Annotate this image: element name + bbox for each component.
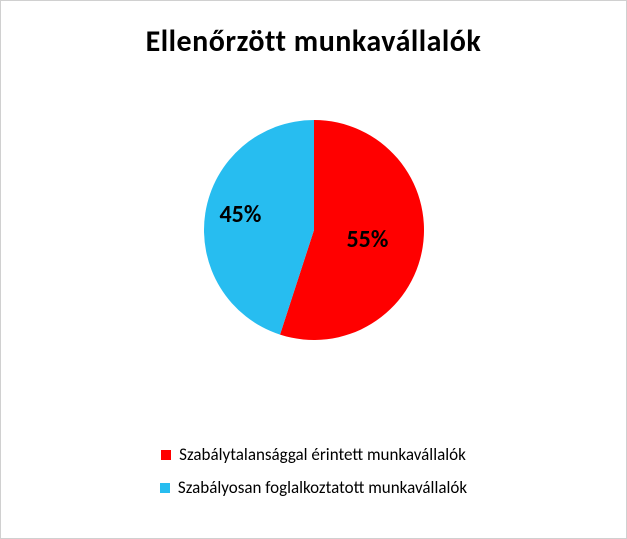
legend-swatch	[160, 483, 170, 493]
pie-datalabel: 55%	[347, 225, 389, 254]
chart-title: Ellenőrzött munkavállalók	[1, 1, 626, 70]
pie-datalabel: 45%	[220, 200, 262, 229]
pie-area: 55% 45%	[1, 120, 626, 340]
legend-label: Szabálytalansággal érintett munkavállaló…	[179, 444, 466, 465]
legend-item: Szabályosan foglalkoztatott munkavállaló…	[160, 477, 467, 498]
legend-item: Szabálytalansággal érintett munkavállaló…	[161, 444, 466, 465]
pie-chart-container: Ellenőrzött munkavállalók 55% 45% Szabály…	[0, 0, 627, 539]
pie-svg	[204, 120, 424, 340]
legend-label: Szabályosan foglalkoztatott munkavállaló…	[178, 477, 467, 498]
legend-swatch	[161, 450, 171, 460]
legend: Szabálytalansággal érintett munkavállaló…	[1, 444, 626, 498]
